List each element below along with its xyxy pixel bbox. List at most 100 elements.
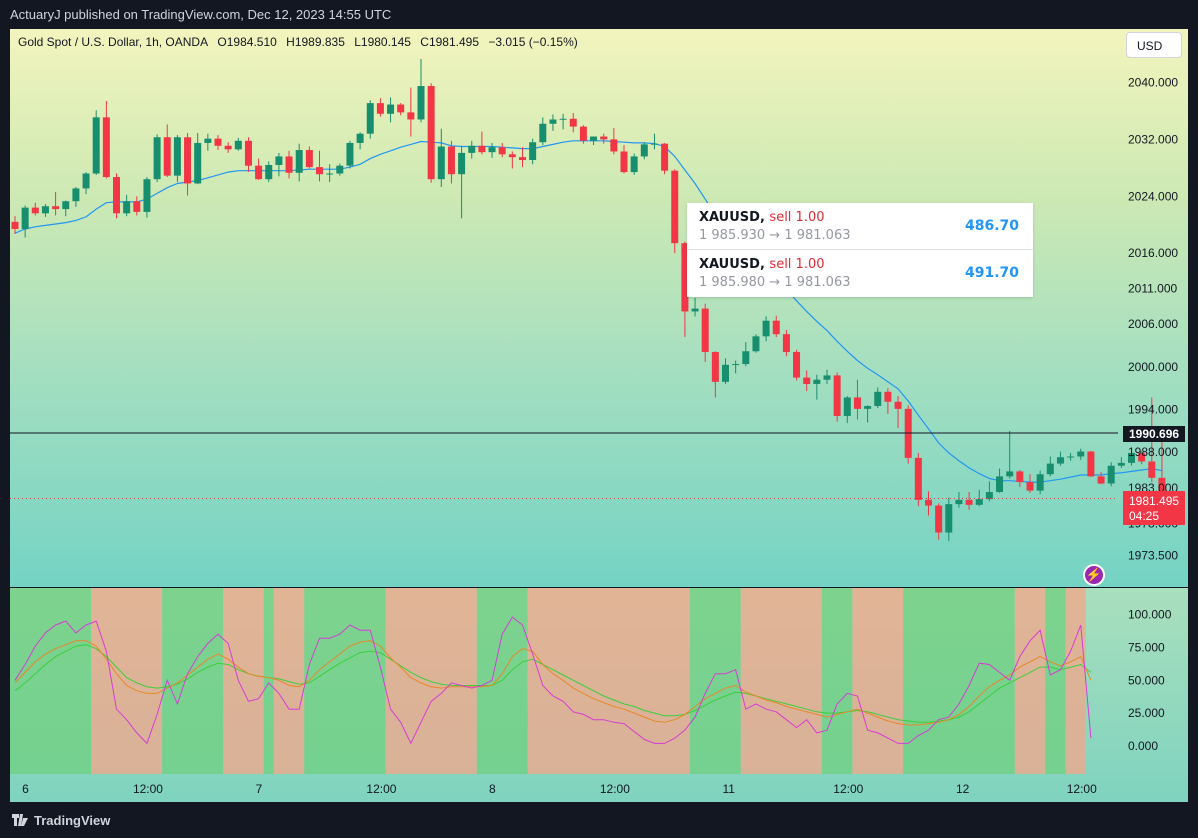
candle-body [1107,465,1115,484]
candle-body [823,375,831,380]
indicator-region-bull [689,588,741,774]
candle-body [52,206,60,210]
time-tick-label: 11 [723,782,736,796]
candle-body [508,154,516,158]
candle-body [762,320,770,337]
candle-body [82,173,90,189]
candle-body [275,156,283,165]
candle-body [1046,463,1054,475]
indicator-region-bear [527,588,690,774]
candle-body [458,152,466,175]
symbol-legend[interactable]: Gold Spot / U.S. Dollar, 1h, OANDA O1984… [18,35,584,49]
candle-body [681,243,689,312]
footer-brand: TradingView [34,813,111,828]
candle-body [437,146,445,180]
indicator-region-bear [740,588,822,774]
candle-body [671,170,679,244]
trade-pnl: 486.70 [964,218,1019,234]
candle-body [244,140,252,166]
candle-body [782,334,790,352]
price-tick-label: 1994.000 [1128,403,1178,417]
indicator-tick-label: 25.000 [1128,706,1165,720]
bar-countdown: 04:25 [1129,509,1160,523]
candle-body [884,391,892,402]
trade-pnl: 491.70 [964,265,1019,281]
trade-row[interactable]: XAUUSD, sell 1.00 1 985.930 → 1 981.063 … [687,203,1033,250]
candle-body [1036,474,1044,491]
crosshair-price-label: 1990.696 [1123,426,1185,442]
candle-body [925,499,932,506]
candle-body [772,320,780,335]
price-tick-label: 2032.000 [1128,132,1178,146]
lightning-icon[interactable]: ⚡ [1083,564,1105,586]
candle-body [417,86,425,120]
oscillator-fast-line [14,616,1092,745]
candle-body [955,499,963,505]
candle-body [864,406,872,409]
candle-body [72,188,80,202]
indicator-region-bull [162,588,224,774]
ohlc-low: L1980.145 [354,35,411,49]
candle-body [488,147,496,153]
trade-row[interactable]: XAUUSD, sell 1.00 1 985.980 → 1 981.063 … [687,250,1033,296]
candle-body [1097,476,1105,484]
candle-body [356,133,364,143]
trade-title: XAUUSD, sell 1.00 [699,257,825,272]
indicator-region-bear [223,588,264,774]
candle-body [914,457,922,500]
candle-body [732,364,740,366]
candle-body [610,139,618,152]
candle-body [346,142,354,166]
price-tick-label: 1988.000 [1128,445,1178,459]
indicator-region-bear [273,588,305,774]
candle-body [214,138,222,146]
chart-canvas[interactable]: 2040.000 2032.000 2024.000 2016.000 2011.000… [10,29,1188,802]
candle-body [701,308,709,352]
candle-body [630,156,638,173]
candle-body [559,118,567,120]
indicator-region-bull [304,588,386,774]
indicator-tick-label: 100.000 [1128,608,1172,622]
candle-body [935,505,943,533]
candle-body [113,177,120,214]
footer: TradingView [0,802,1198,838]
time-tick-label: 8 [489,782,496,796]
indicator-region-bull [903,588,1015,774]
ohlc-high: H1989.835 [286,35,345,49]
candle-body [793,351,801,378]
time-tick-label: 12:00 [133,782,163,796]
candle-body [975,499,983,505]
candle-layer [11,59,1166,542]
candle-body [234,140,242,150]
candle-body [285,156,293,173]
candle-body [650,143,658,145]
candle-body [62,201,70,210]
indicator-region-bull [821,588,853,774]
publish-info: ActuaryJ published on TradingView.com, D… [10,7,392,22]
candle-body [41,206,49,214]
candle-body [833,375,841,416]
candle-body [1006,471,1014,477]
currency-button[interactable]: USD [1126,32,1182,58]
candle-body [1077,451,1085,457]
candle-body [1056,457,1064,464]
symbol-name[interactable]: Gold Spot / U.S. Dollar, 1h, OANDA [18,35,209,49]
candle-body [1117,462,1125,466]
candle-body [92,117,100,174]
trades-panel[interactable]: XAUUSD, sell 1.00 1 985.930 → 1 981.063 … [687,203,1033,297]
candle-body [133,201,141,212]
indicator-region-bull [1045,588,1066,774]
candle-body [996,476,1004,493]
candle-body [427,86,435,180]
indicator-tick-label: 50.000 [1128,673,1165,687]
trade-side: sell 1.00 [769,257,825,272]
indicator-region-bull [476,588,528,774]
candle-body [843,397,851,416]
candle-body [1138,452,1146,462]
candle-body [31,207,39,214]
candle-body [519,157,526,160]
chart-frame[interactable]: 2040.000 2032.000 2024.000 2016.000 2011.000… [10,29,1188,802]
candle-body [387,104,395,114]
time-tick-label: 12:00 [833,782,863,796]
candle-body [143,179,151,212]
